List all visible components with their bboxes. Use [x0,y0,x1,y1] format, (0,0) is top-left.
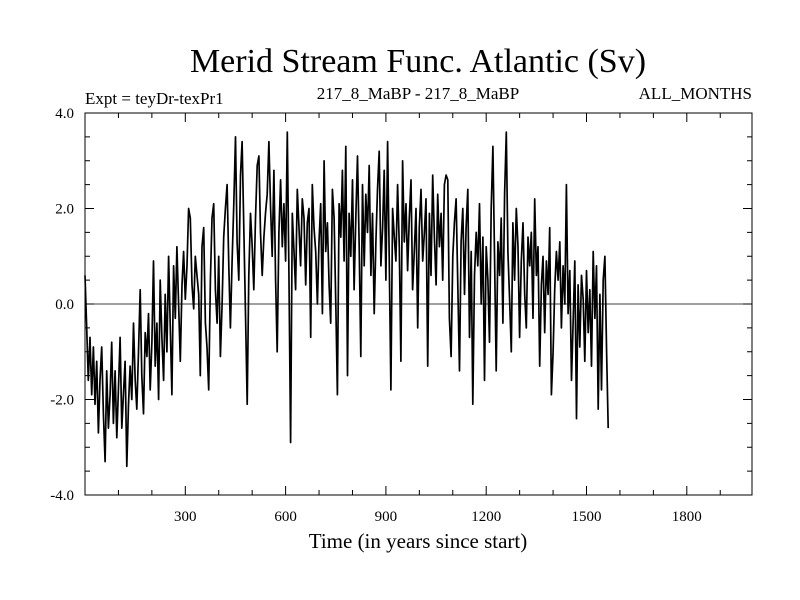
period-label: 217_8_MaBP - 217_8_MaBP [317,84,519,103]
x-tick-label: 1500 [572,509,602,525]
y-tick-label: 2.0 [55,202,74,218]
chart-title: Merid Stream Func. Atlantic (Sv) [190,43,646,80]
x-tick-label: 1800 [672,509,702,525]
plot-frame [84,112,753,496]
y-tick-label: 4.0 [55,106,74,122]
months-label: ALL_MONTHS [639,84,752,103]
x-tick-label: 600 [274,509,297,525]
x-tick-label: 900 [375,509,398,525]
x-axis-label: Time (in years since start) [309,529,528,553]
experiment-label: Expt = teyDr-texPr1 [85,89,224,108]
y-tick-label: 0.0 [55,297,74,313]
x-tick-label: 1200 [471,509,501,525]
y-tick-label: -2.0 [50,393,74,409]
y-tick-label: -4.0 [50,488,74,504]
x-tick-label: 300 [174,509,197,525]
data-series-line [84,131,610,468]
